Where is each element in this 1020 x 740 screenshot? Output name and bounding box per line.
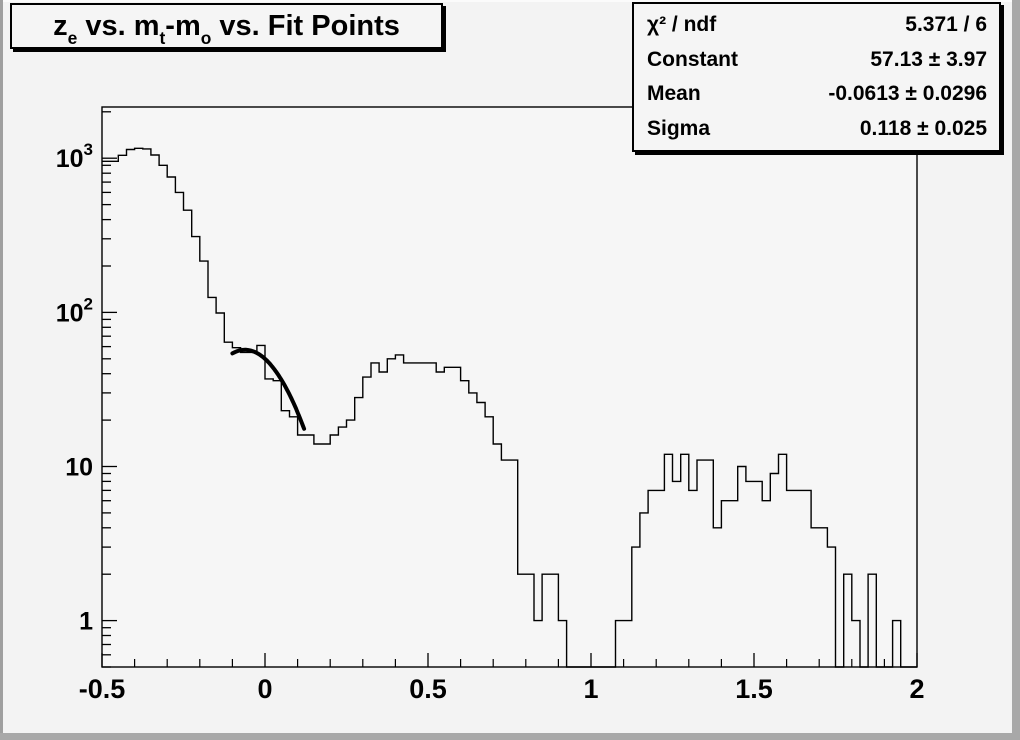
stat-label: χ² / ndf (647, 13, 717, 37)
stat-value: -0.0613 ± 0.0296 (828, 82, 987, 106)
stat-label: Mean (647, 82, 701, 106)
stats-box: χ² / ndf 5.371 / 6 Constant 57.13 ± 3.97… (632, 2, 1001, 152)
stats-row-sigma: Sigma 0.118 ± 0.025 (634, 117, 999, 141)
stats-row-constant: Constant 57.13 ± 3.97 (634, 48, 999, 72)
y-axis-ticks (102, 111, 117, 668)
stats-row-mean: Mean -0.0613 ± 0.0296 (634, 82, 999, 106)
svg-text:2: 2 (909, 674, 924, 704)
svg-text:102: 102 (56, 294, 93, 327)
svg-text:103: 103 (56, 140, 93, 173)
svg-text:1: 1 (583, 674, 598, 704)
title-box: ze vs. mt-mo vs. Fit Points (10, 3, 443, 49)
canvas-border-bottom (0, 733, 1020, 740)
stat-label: Constant (647, 47, 738, 71)
x-axis-ticks (101, 653, 918, 667)
plot-title: ze vs. mt-mo vs. Fit Points (53, 9, 400, 49)
svg-text:0: 0 (257, 674, 272, 704)
stats-row-chi2: χ² / ndf 5.371 / 6 (634, 13, 999, 37)
fit-curve (230, 347, 307, 431)
y-axis-labels: 1 10 102 103 (56, 140, 93, 635)
stat-value: 0.118 ± 0.025 (859, 116, 987, 140)
svg-text:0.5: 0.5 (409, 674, 447, 704)
stat-value: 5.371 / 6 (905, 13, 987, 37)
stat-value: 57.13 ± 3.97 (870, 47, 987, 71)
svg-text:10: 10 (65, 454, 93, 482)
canvas-border-top (0, 0, 1020, 2)
svg-text:1: 1 (79, 608, 93, 636)
stat-label: Sigma (647, 116, 711, 140)
svg-text:-0.5: -0.5 (79, 674, 126, 704)
svg-text:1.5: 1.5 (735, 674, 773, 704)
canvas-border-left (0, 0, 3, 740)
canvas-border-right (1012, 0, 1020, 740)
x-axis-labels: -0.5 0 0.5 1 1.5 2 (79, 674, 925, 704)
histogram-line (102, 147, 917, 668)
plot-frame (101, 106, 918, 668)
